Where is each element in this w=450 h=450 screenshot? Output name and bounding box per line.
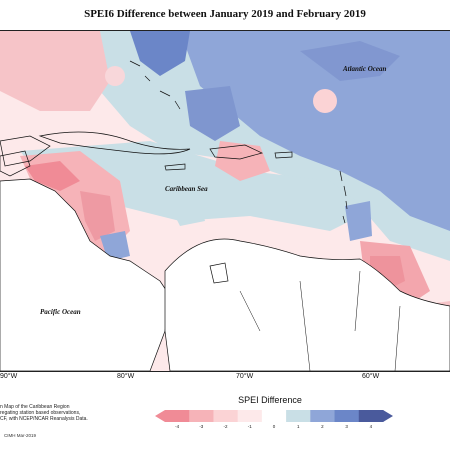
pink-bubble-east: [313, 89, 337, 113]
legend-swatch: [286, 410, 311, 422]
legend-tick-label: 4: [369, 424, 373, 429]
legend-swatch: [358, 410, 384, 422]
legend-tick-label: -4: [175, 424, 180, 429]
map-panel: Atlantic Ocean Caribbean Sea Pacific Oce…: [0, 30, 450, 372]
legend-swatch: [213, 410, 239, 422]
legend-title: SPEI Difference: [238, 395, 302, 405]
red-region-honduras: [25, 161, 80, 191]
dark-blue-region-east: [300, 41, 400, 81]
yucatan-outline: [0, 150, 31, 177]
legend-tick-label: -2: [223, 424, 228, 429]
longitude-tick-60w: 60°W: [362, 373, 380, 380]
legend-tick-label: 1: [296, 424, 300, 429]
legend-swatch: [165, 410, 190, 422]
pink-bubble-north: [105, 66, 125, 86]
central-america-outline: [0, 178, 171, 371]
pink-region-hispaniola: [215, 141, 270, 181]
border-lines: [239, 270, 401, 371]
pacific-ocean-label: Pacific Ocean: [40, 308, 81, 316]
hispaniola-outline: [209, 144, 264, 160]
legend-swatch: [310, 410, 336, 422]
legend-tick-label: 2: [321, 424, 324, 429]
map-title: SPEI6 Difference between January 2019 an…: [84, 8, 366, 20]
footnote-credit: CIMH Mar-2019: [4, 433, 37, 438]
legend-tick-label: 0: [272, 424, 276, 429]
legend-tick-label: 3: [345, 424, 348, 429]
legend-swatch: [237, 410, 263, 422]
legend-swatch: [261, 410, 287, 422]
footnote-line-3: CF, with NCEP/NCAR Reanalysis Data.: [0, 416, 88, 422]
atlantic-ocean-label: Atlantic Ocean: [342, 65, 386, 73]
puerto-rico-outline: [274, 151, 293, 159]
footnote: n Map of the Caribbean Region regating s…: [0, 404, 88, 422]
venezuela-lake: [209, 262, 229, 284]
red-region-nicaragua: [80, 191, 115, 241]
legend-colorbar: [155, 410, 393, 422]
blue-region-cuba-south: [185, 86, 240, 141]
footnote-line-2: regating station based observations,: [0, 410, 81, 416]
south-america-outline: [164, 238, 450, 371]
lesser-antilles-outline: [339, 170, 348, 224]
caribbean-sea-label: Caribbean Sea: [165, 185, 208, 193]
pink-region-west: [0, 31, 110, 111]
jamaica-outline: [164, 163, 186, 171]
legend-swatch: [189, 410, 214, 422]
florida-outline: [0, 135, 51, 167]
footnote-line-1: n Map of the Caribbean Region: [0, 404, 70, 410]
light-blue-band-caribbean: [20, 141, 370, 231]
light-blue-patch-jamaica: [170, 201, 205, 226]
cuba-outline: [38, 131, 191, 155]
longitude-tick-90w: 90°W: [0, 373, 18, 380]
blue-region-atlantic: [180, 31, 450, 231]
bahamas-outline: [129, 60, 181, 110]
dark-blue-region-bahamas: [130, 31, 190, 76]
legend-tick-label: -1: [247, 424, 252, 429]
blue-patch-panama: [100, 231, 130, 261]
longitude-tick-80w: 80°W: [117, 373, 135, 380]
legend-tick-label: -3: [199, 424, 204, 429]
legend-arrow-left: [155, 410, 165, 422]
longitude-tick-70w: 70°W: [236, 373, 254, 380]
legend-arrow-right: [383, 410, 393, 422]
coastlines: [0, 60, 450, 371]
spei-map: Atlantic Ocean Caribbean Sea Pacific Oce…: [0, 31, 450, 371]
blue-patch-lesser-antilles: [345, 201, 372, 241]
legend-swatch: [334, 410, 360, 422]
